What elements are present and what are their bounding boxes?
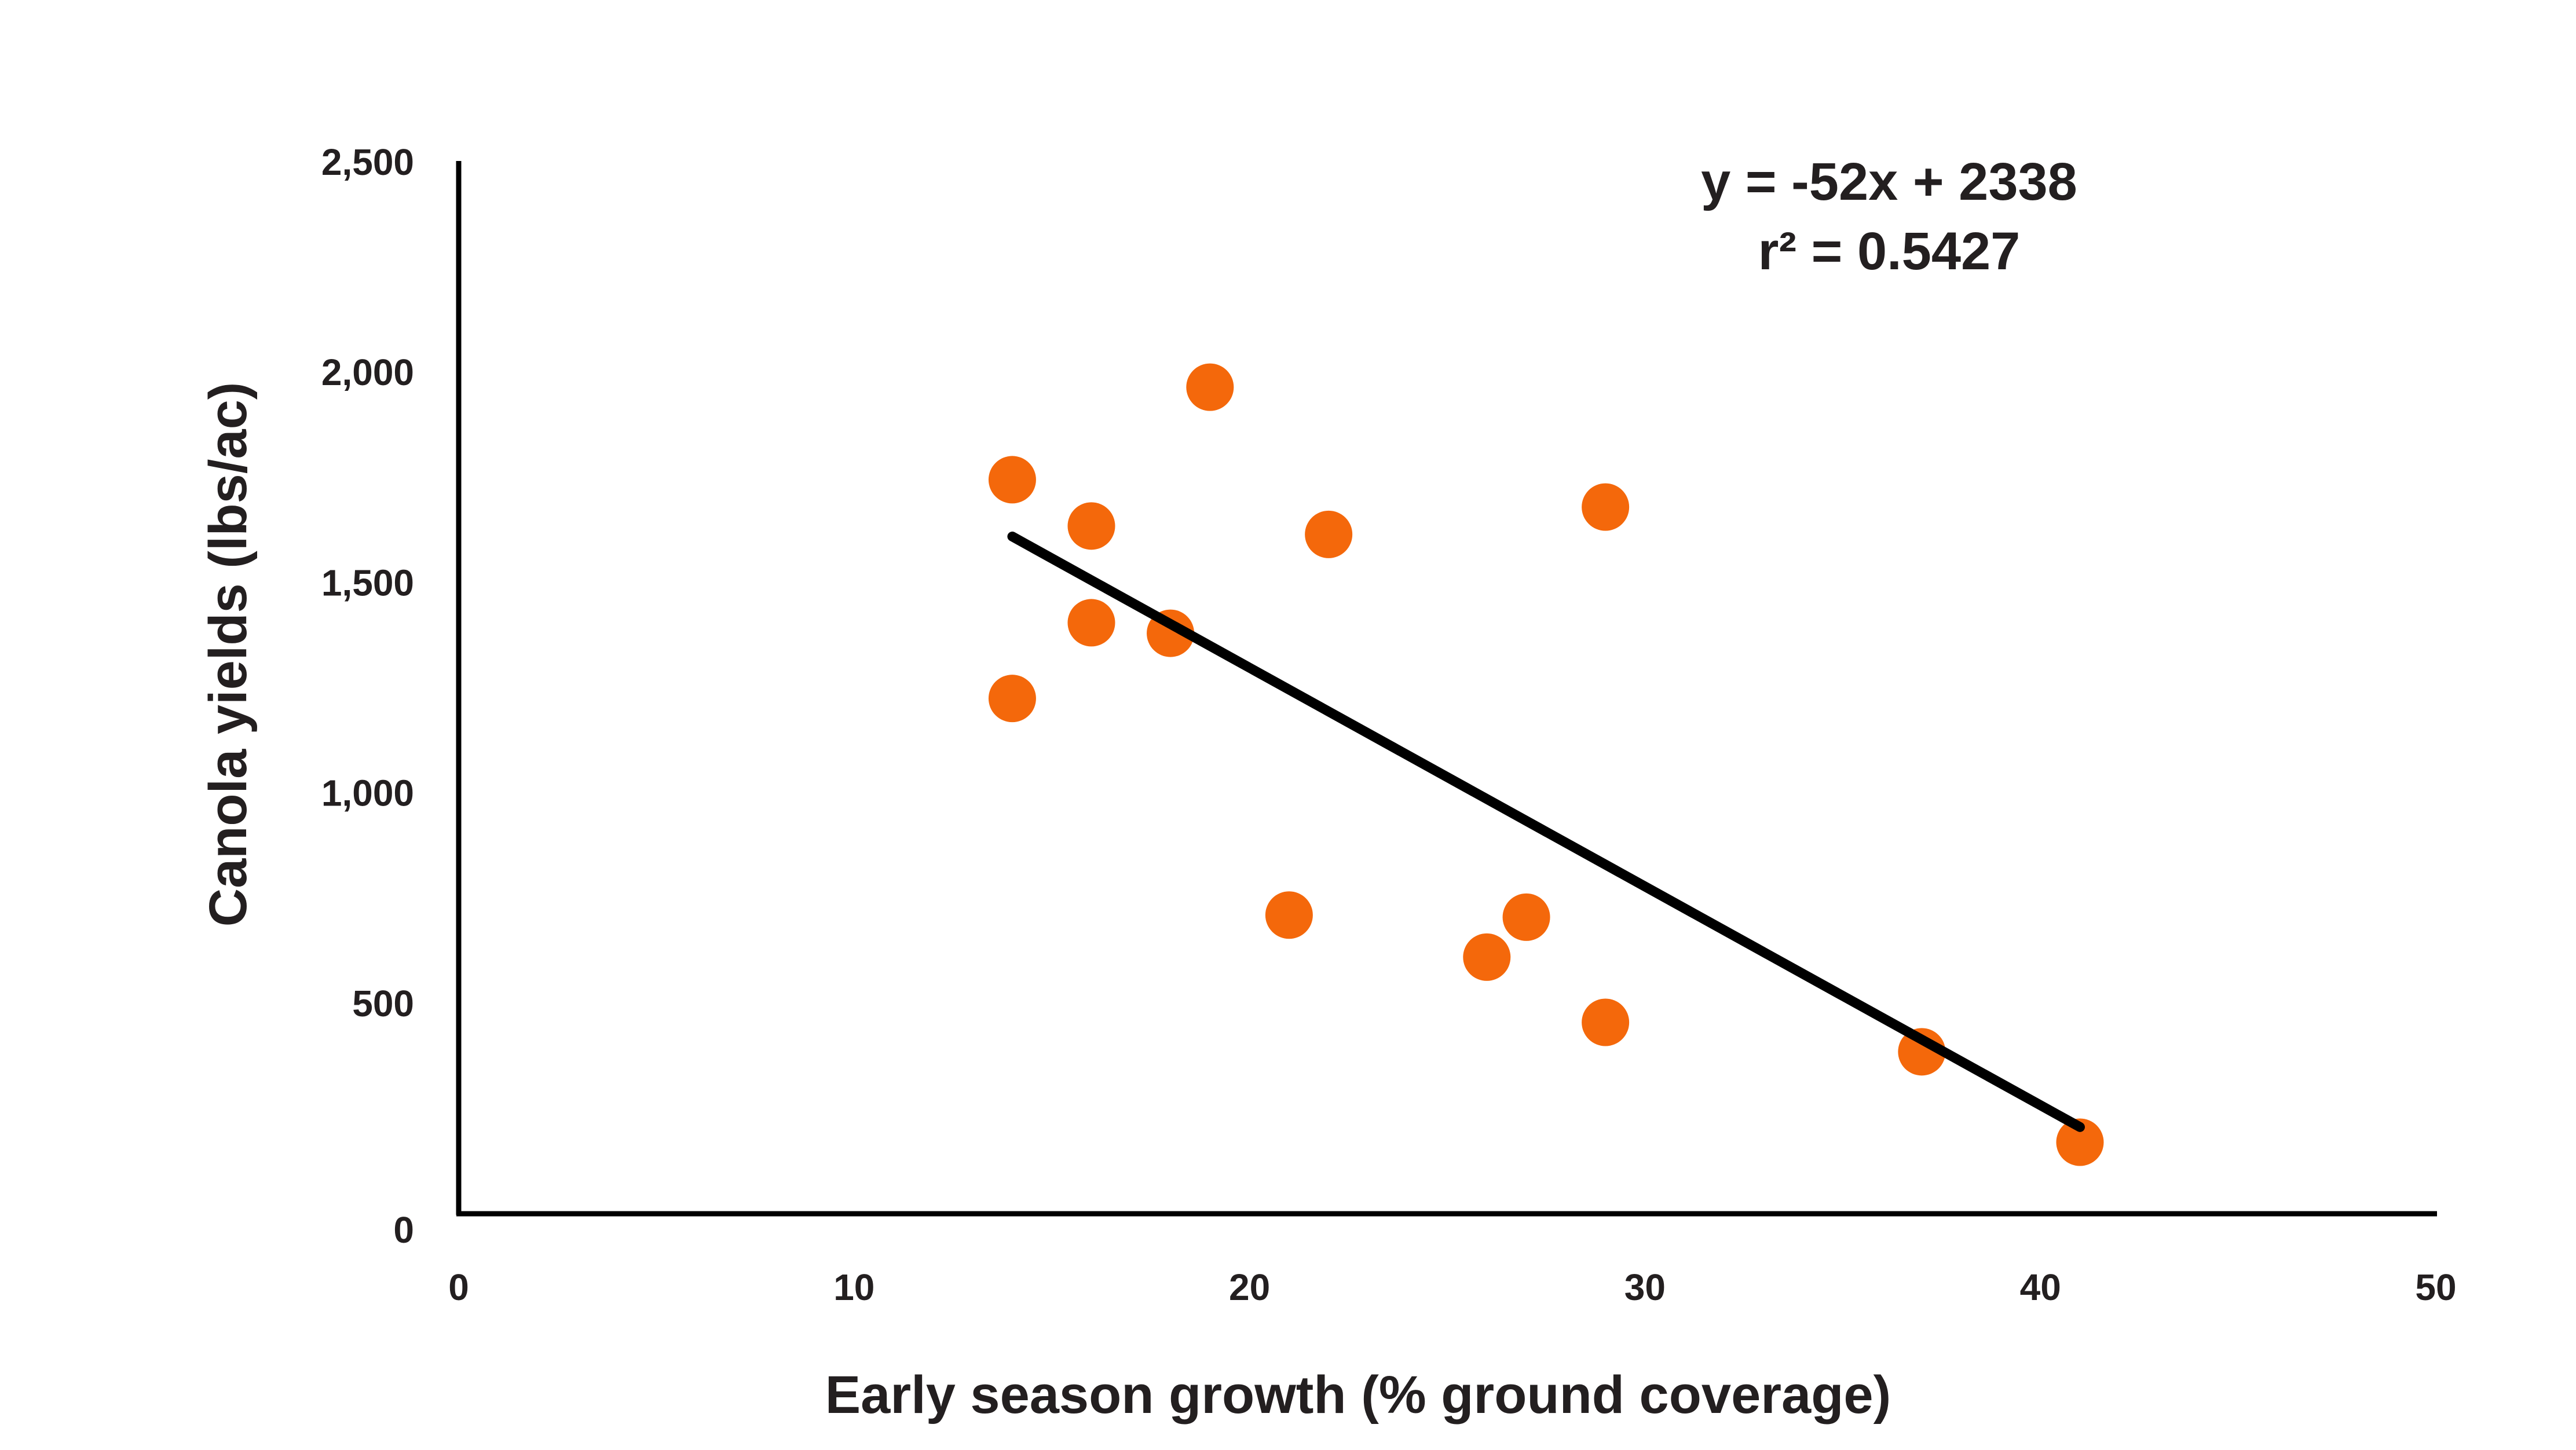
x-tick-label: 0 [448, 1266, 469, 1308]
data-point [1067, 599, 1115, 647]
trendline [1007, 531, 2085, 1132]
y-tick-label: 2,500 [321, 141, 414, 183]
data-point [1582, 998, 1630, 1046]
data-point [1067, 502, 1115, 550]
x-tick-labels: 0 10 20 30 40 50 [448, 1266, 2456, 1308]
y-axis-title: Canola yields (lbs/ac) [199, 382, 258, 927]
data-point [1582, 483, 1630, 531]
data-point [1186, 363, 1234, 411]
x-axis-title: Early season growth (% ground coverage) [825, 1365, 1891, 1425]
data-point [1463, 933, 1511, 981]
data-point [2056, 1118, 2104, 1166]
x-tick-label: 40 [2020, 1266, 2061, 1308]
y-tick-label: 1,000 [321, 772, 414, 814]
y-tick-label: 500 [352, 983, 414, 1024]
data-point [1305, 510, 1353, 558]
data-points [988, 363, 2104, 1166]
data-point [988, 675, 1036, 723]
data-point [1898, 1028, 1946, 1076]
r-squared-label: r² = 0.5427 [1758, 222, 2021, 281]
data-point [1502, 893, 1550, 941]
x-tick-label: 20 [1229, 1266, 1270, 1308]
y-tick-labels: 0 500 1,000 1,500 2,000 2,500 [321, 141, 414, 1251]
y-tick-label: 1,500 [321, 562, 414, 603]
x-tick-label: 10 [833, 1266, 874, 1308]
x-tick-label: 50 [2415, 1266, 2456, 1308]
x-tick-label: 30 [1624, 1266, 1666, 1308]
data-point [1265, 891, 1313, 939]
data-point [988, 456, 1036, 504]
trendline-equation: y = -52x + 2338 [1701, 152, 2077, 211]
y-tick-label: 0 [393, 1209, 414, 1251]
y-tick-label: 2,000 [321, 351, 414, 393]
